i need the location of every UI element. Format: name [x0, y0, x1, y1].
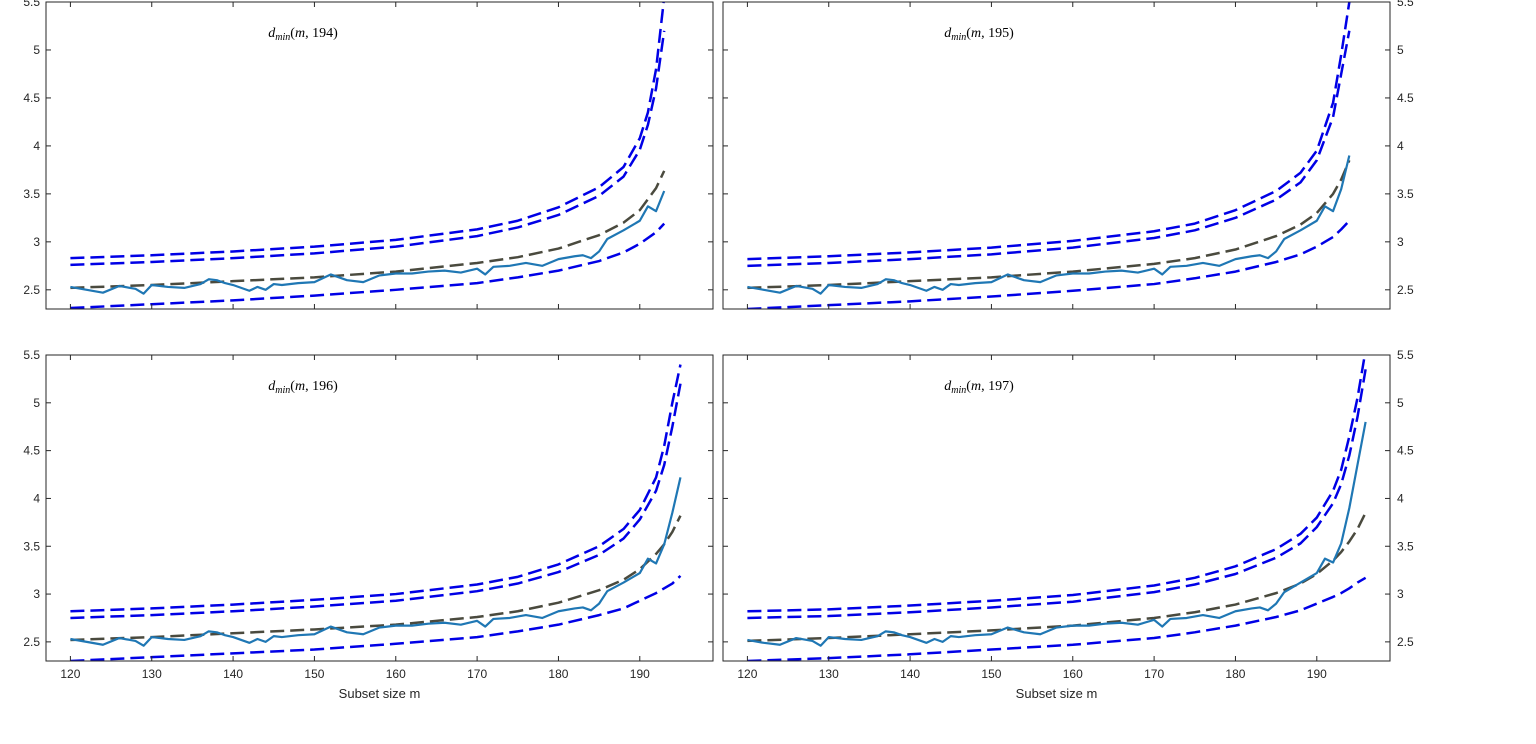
y-tick-label: 3.5 [23, 539, 40, 553]
y-tick-label: 5 [33, 396, 40, 410]
plot-frame [722, 1, 1391, 310]
x-tick-label: 130 [142, 667, 162, 681]
series-median [70, 170, 666, 290]
panel-1: 2.5 3 3.5 4 4.5 5 5.5 dmin(m, 194) [23, 0, 714, 310]
y-tick-label: 2.5 [1397, 283, 1414, 297]
series-upper-outer [747, 2, 1351, 261]
plot-frame [45, 1, 714, 310]
panel-4: 120 130 140 150 160 170 180 190 2.5 3 3.5 4 4.5 5 5.5 S… [722, 348, 1414, 701]
y-tick-label: 3 [1397, 587, 1404, 601]
y-tick-label: 4.5 [23, 91, 40, 105]
series-lower [747, 576, 1367, 661]
y-tick-label: 4 [1397, 139, 1404, 153]
x-tick-label: 150 [304, 667, 324, 681]
panel-title: dmin(m, 195) [944, 26, 1014, 43]
x-tick-label: 170 [467, 667, 487, 681]
series-upper-inner [747, 30, 1351, 268]
y-tick-label: 4 [33, 491, 40, 505]
y-tick-label: 3.5 [1397, 539, 1414, 553]
y-tick-label: 4 [33, 139, 40, 153]
series-median [70, 515, 682, 642]
y-tick-label: 4.5 [1397, 91, 1414, 105]
y-tick-label: 2.5 [1397, 635, 1414, 649]
x-tick-label: 140 [223, 667, 243, 681]
y-tick-label: 4.5 [1397, 444, 1414, 458]
x-tick-label: 120 [737, 667, 757, 681]
y-tick-label: 3.5 [23, 187, 40, 201]
y-tick-label: 5.5 [23, 0, 40, 9]
x-tick-label: 190 [630, 667, 650, 681]
x-tick-label: 160 [386, 667, 406, 681]
y-tick-label: 5 [1397, 43, 1404, 57]
x-axis-label: Subset size m [339, 686, 421, 701]
panel-title: dmin(m, 197) [944, 379, 1014, 396]
x-tick-label: 190 [1307, 667, 1327, 681]
series-observed [70, 477, 682, 647]
x-tick-label: 160 [1063, 667, 1083, 681]
x-tick-label: 150 [981, 667, 1001, 681]
y-tick-label: 3.5 [1397, 187, 1414, 201]
y-tick-label: 3 [33, 235, 40, 249]
x-tick-label: 120 [60, 667, 80, 681]
series-median [747, 512, 1367, 643]
x-axis-label: Subset size m [1016, 686, 1098, 701]
series-observed [747, 155, 1351, 295]
x-tick-label: 180 [1225, 667, 1245, 681]
series-upper-outer [70, 2, 665, 260]
y-tick-label: 5.5 [23, 348, 40, 362]
x-tick-label: 170 [1144, 667, 1164, 681]
series-upper-outer [70, 364, 682, 613]
series-upper-outer [747, 355, 1367, 613]
series-lower [70, 574, 682, 661]
y-tick-label: 4 [1397, 491, 1404, 505]
y-tick-label: 2.5 [23, 635, 40, 649]
series-median [747, 159, 1351, 290]
series-observed [747, 421, 1367, 647]
x-tick-label: 130 [819, 667, 839, 681]
y-tick-label: 3 [1397, 235, 1404, 249]
x-tick-label: 140 [900, 667, 920, 681]
series-lower [747, 219, 1351, 309]
series-upper-inner [70, 30, 666, 267]
panel-title: dmin(m, 194) [268, 26, 338, 43]
plot-frame [722, 354, 1391, 662]
series-upper-inner [70, 383, 682, 620]
y-tick-label: 3 [33, 587, 40, 601]
series-upper-inner [747, 369, 1367, 620]
panel-title: dmin(m, 196) [268, 379, 338, 396]
y-tick-label: 4.5 [23, 444, 40, 458]
series-lower [70, 222, 666, 309]
y-tick-label: 2.5 [23, 283, 40, 297]
y-tick-label: 5.5 [1397, 348, 1414, 362]
x-tick-label: 180 [548, 667, 568, 681]
y-tick-label: 5 [1397, 396, 1404, 410]
y-tick-label: 5.5 [1397, 0, 1414, 9]
panel-2: 2.5 3 3.5 4 4.5 5 5.5 dmin(m, 195) [722, 0, 1414, 310]
plot-frame [45, 354, 714, 662]
y-tick-label: 5 [33, 43, 40, 57]
panel-3: 120 130 140 150 160 170 180 190 2.5 3 3.5 4 4.5 5 5.5 S… [23, 348, 714, 701]
series-observed [70, 190, 666, 295]
